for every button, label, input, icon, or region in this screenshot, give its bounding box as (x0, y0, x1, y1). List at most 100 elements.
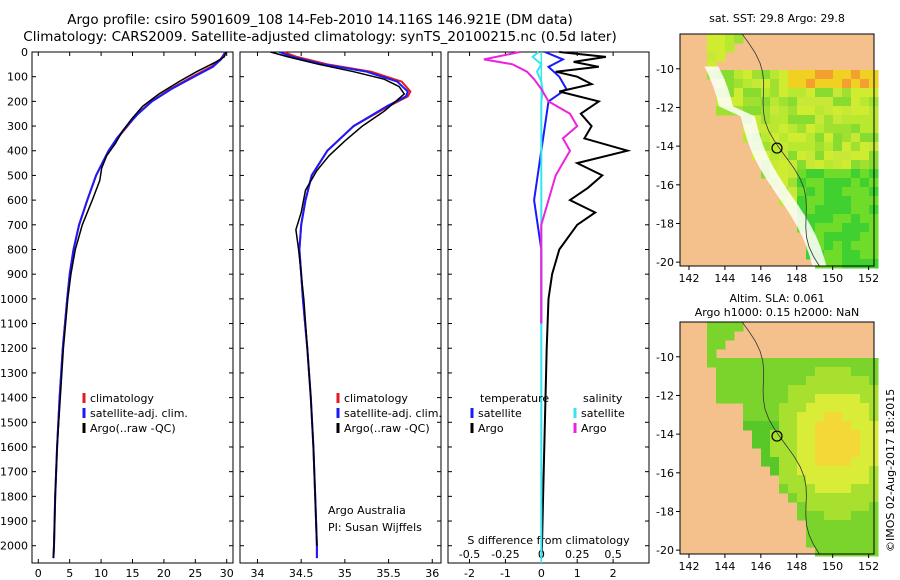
sla-field-cell (851, 439, 861, 449)
sst-field-cell (806, 169, 816, 179)
sst-field-cell (779, 106, 789, 116)
sst-field-cell (779, 97, 789, 107)
sla-field-cell (860, 547, 870, 557)
sst-field-cell (824, 178, 834, 188)
sla-field-cell (824, 538, 834, 548)
sst-field-cell (833, 214, 843, 224)
sst-field-cell (752, 115, 762, 125)
sst-field-cell (833, 70, 843, 80)
sst-field-cell (815, 70, 825, 80)
sst-field-cell (770, 151, 780, 161)
sst-field-cell (761, 97, 771, 107)
sst-field-cell (707, 43, 717, 53)
sla-field-cell (770, 421, 780, 431)
sla-field-cell (851, 403, 861, 413)
sst-field-cell (779, 151, 789, 161)
y-tick-label: 1900 (0, 515, 28, 528)
sst-field-cell (806, 115, 816, 125)
map-x-tick-label: 150 (822, 560, 843, 573)
sla-field-cell (815, 367, 825, 377)
sst-field-cell (752, 88, 762, 98)
x-tick-label: 0 (35, 567, 42, 580)
sla-field-cell (797, 439, 807, 449)
sla-field-cell (824, 394, 834, 404)
sst-field-cell (770, 115, 780, 125)
sla-field-cell (842, 484, 852, 494)
sst-field-cell (770, 106, 780, 116)
map-y-tick-label: -20 (656, 256, 674, 269)
sst-field-cell (860, 223, 870, 233)
sla-field-cell (842, 457, 852, 467)
sla-field-cell (824, 439, 834, 449)
sla-field-cell (824, 475, 834, 485)
sla-field-cell (770, 394, 780, 404)
sla-field-cell (797, 430, 807, 440)
sst-field-cell (770, 70, 780, 80)
sla-field-cell (797, 358, 807, 368)
sst-field-cell (860, 142, 870, 152)
sla-field-cell (716, 394, 726, 404)
sla-field-cell (851, 367, 861, 377)
sla-field-cell (851, 448, 861, 458)
sst-field-cell (788, 160, 798, 170)
sst-field-cell (806, 106, 816, 116)
y-tick-label: 1600 (0, 441, 28, 454)
sla-field-cell (716, 331, 726, 341)
sst-field-cell (851, 106, 861, 116)
sst-field-cell (716, 106, 726, 116)
sst-field-cell (815, 196, 825, 206)
sla-field-cell (806, 367, 816, 377)
sst-field-cell (707, 61, 717, 71)
sst-field-cell (815, 88, 825, 98)
sla-field-cell (851, 529, 861, 539)
sla-map-frame (679, 321, 875, 555)
sst-field-cell (833, 88, 843, 98)
sla-field-cell (788, 403, 798, 413)
sst-field-cell (806, 160, 816, 170)
sla-field-cell (824, 367, 834, 377)
x-tick-label: 34 (250, 567, 264, 580)
sla-field-cell (797, 484, 807, 494)
sla-field-cell (716, 358, 726, 368)
sla-field-cell (842, 538, 852, 548)
sla-field-cell (779, 448, 789, 458)
sst-field-cell (833, 205, 843, 215)
sst-field-cell (797, 169, 807, 179)
sla-field-cell (761, 367, 771, 377)
sla-field-cell (860, 511, 870, 521)
sla-field-cell (725, 394, 735, 404)
figure-title-line2: Climatology: CARS2009. Satellite-adjuste… (23, 29, 617, 45)
sla-field-cell (761, 358, 771, 368)
y-tick-label: 1200 (0, 342, 28, 355)
sst-field-cell (752, 106, 762, 116)
sla-field-cell (752, 412, 762, 422)
legend-label: satellite-adj. clim. (344, 407, 442, 420)
sla-field-cell (752, 385, 762, 395)
sla-field-cell (842, 430, 852, 440)
sla-field-cell (806, 439, 816, 449)
sst-field-cell (716, 43, 726, 53)
sst-map-title: sat. SST: 29.8 Argo: 29.8 (709, 12, 845, 25)
sla-field-cell (707, 358, 717, 368)
sla-field-cell (797, 385, 807, 395)
sst-field-cell (788, 106, 798, 116)
sst-field-cell (851, 232, 861, 242)
sla-field-cell (788, 394, 798, 404)
sla-field-cell (824, 403, 834, 413)
map-y-tick-label: -16 (656, 179, 674, 192)
sla-field-cell (824, 529, 834, 539)
sst-field-cell (815, 169, 825, 179)
y-tick-label: 1500 (0, 416, 28, 429)
sla-field-cell (842, 367, 852, 377)
sst-field-cell (815, 106, 825, 116)
sst-field-cell (860, 115, 870, 125)
sst-field-cell (761, 124, 771, 134)
sla-field-cell (833, 529, 843, 539)
sla-field-cell (860, 448, 870, 458)
map-x-tick-label: 142 (678, 272, 699, 285)
sst-field-cell (770, 124, 780, 134)
sla-field-cell (824, 457, 834, 467)
sst-field-cell (815, 214, 825, 224)
sst-field-cell (761, 142, 771, 152)
